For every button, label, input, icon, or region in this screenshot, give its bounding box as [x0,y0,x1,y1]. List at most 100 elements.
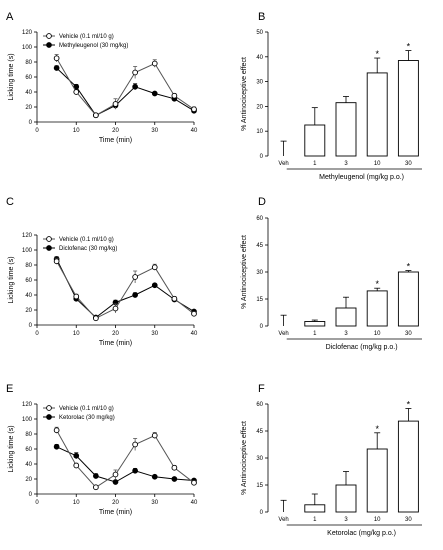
bar [397,271,419,327]
legend-marker [46,414,52,420]
y-tick-label: 80 [25,60,32,66]
bar-chart-d: 0 15 30 45 60 % Antinociceptive effect Veh 1 3 10… [241,216,422,351]
category-label: 3 [344,161,348,167]
y-tick-label: 80 [25,432,32,438]
data-point [53,427,60,434]
bar [304,504,326,513]
x-axis-label: Diclofenac (mg/kg p.o.) [326,344,398,351]
category-label: 3 [344,331,348,337]
x-axis-label: Methyleugenol (mg/kg p.o.) [319,174,404,181]
bar [335,484,357,513]
data-point [171,295,178,302]
y-tick-label: 30 [256,80,263,86]
panel-letter: B [258,11,265,23]
legend-entry: Diclofenac (30 mg/kg) [59,246,117,252]
y-tick-label: 40 [25,90,32,96]
category-label: 30 [405,517,412,523]
y-tick-label: 10 [256,129,263,135]
category-label: 30 [405,331,412,337]
bar [366,290,388,327]
y-tick-label: 30 [256,270,263,276]
data-point [132,467,138,474]
x-tick-label: 20 [112,331,119,337]
data-point [93,484,99,491]
category-label: 1 [313,161,317,167]
panel-letter: E [6,383,13,395]
series-line [56,258,195,319]
legend-entry: Vehicle (0.1 ml/10 g) [59,34,114,40]
data-point [191,479,197,486]
y-tick-label: 0 [29,323,33,329]
y-tick-label: 40 [25,462,32,468]
line-chart-e: 0 20 40 60 80 100 120 0 10 20 30 40 Time (min) Lickin… [8,402,198,516]
data-point [73,462,80,469]
y-tick-label: 45 [256,429,263,435]
x-tick-label: 10 [73,331,80,337]
y-axis-label: % Antinociceptive effect [241,235,248,309]
bar-chart-b: 0 10 20 30 40 50 % Antinociceptive effect Veh 1 3… [241,30,422,181]
data-point [191,106,197,113]
category-label: 1 [313,331,317,337]
significance-star: * [375,424,379,434]
x-tick-label: 30 [151,128,158,134]
x-tick-label: 30 [151,500,158,506]
y-tick-label: 45 [256,243,263,249]
line-chart-c: 0 20 40 60 80 100 120 0 10 20 30 40 Time (min) Lickin… [8,233,198,347]
data-point [73,89,80,95]
x-tick-label: 40 [191,500,198,506]
bar [397,60,419,157]
data-point [151,282,158,289]
data-point [112,101,119,107]
bar [304,321,326,327]
y-tick-label: 20 [25,105,32,111]
legend-marker [46,245,52,251]
bar [366,448,388,513]
panel-letter: D [258,196,266,208]
y-tick-label: 0 [260,324,264,330]
data-point [53,258,60,265]
data-point [132,83,138,90]
y-tick-label: 60 [25,75,32,81]
y-tick-label: 60 [25,447,32,453]
data-point [191,310,197,317]
y-axis-label: Licking time (s) [8,53,15,100]
y-tick-label: 60 [256,216,263,222]
y-tick-label: 0 [260,510,264,516]
x-tick-label: 40 [191,331,198,337]
data-point [132,441,138,448]
x-tick-label: 20 [112,128,119,134]
y-tick-label: 50 [256,30,263,36]
y-tick-label: 60 [256,402,263,408]
y-tick-label: 40 [25,293,32,299]
y-tick-label: 120 [22,233,33,239]
data-point [151,90,158,97]
category-label: Veh [278,161,288,167]
data-point [132,274,138,280]
y-tick-label: 100 [22,248,33,254]
x-axis-label: Time (min) [99,340,132,347]
data-point [132,292,138,298]
x-tick-label: 10 [73,128,80,134]
category-label: 1 [313,517,317,523]
x-tick-label: 0 [35,128,39,134]
data-point [151,60,158,67]
category-label: Veh [278,331,288,337]
x-tick-label: 10 [73,500,80,506]
significance-star: * [375,49,379,59]
series-line [56,58,195,116]
x-tick-label: 20 [112,500,119,506]
y-tick-label: 20 [25,308,32,314]
category-label: 10 [374,161,381,167]
legend-entry: Vehicle (0.1 ml/10 g) [59,406,114,412]
significance-star: * [407,400,411,410]
data-point [93,112,99,119]
series-line [56,261,195,319]
series-line [56,446,195,483]
x-tick-label: 0 [35,500,39,506]
bar [335,102,357,157]
y-tick-label: 0 [29,120,33,126]
legend-entry: Vehicle (0.1 ml/10 g) [59,237,114,243]
significance-star: * [375,279,379,289]
line-chart-a: 0 20 40 60 80 100 120 0 10 20 30 40 Time (min) Lickin… [8,30,198,144]
